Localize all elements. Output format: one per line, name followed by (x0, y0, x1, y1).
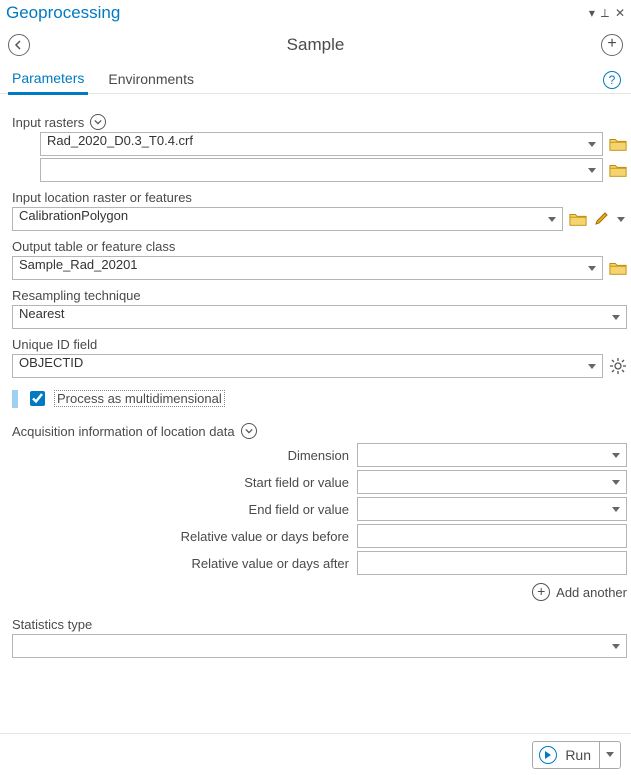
tab-environments[interactable]: Environments (104, 67, 198, 93)
highlight-bar (12, 390, 18, 408)
input-location-combo[interactable]: CalibrationPolygon (12, 207, 563, 231)
browse-icon[interactable] (609, 162, 627, 178)
label-resampling: Resampling technique (12, 288, 627, 303)
end-field-combo[interactable] (357, 497, 627, 521)
chevron-down-icon[interactable] (241, 423, 257, 439)
plus-icon: + (532, 583, 550, 601)
start-field-combo[interactable] (357, 470, 627, 494)
gear-icon[interactable] (609, 358, 627, 374)
pencil-icon[interactable] (593, 211, 611, 227)
chevron-down-icon[interactable] (90, 114, 106, 130)
browse-icon[interactable] (609, 136, 627, 152)
label-statistics: Statistics type (12, 617, 627, 632)
close-icon[interactable]: ✕ (615, 6, 625, 20)
input-raster-0[interactable]: Rad_2020_D0.3_T0.4.crf (40, 132, 603, 156)
tab-parameters[interactable]: Parameters (8, 66, 88, 95)
process-multi-checkbox[interactable] (30, 391, 45, 406)
rel-before-input[interactable] (357, 524, 627, 548)
pencil-dropdown[interactable] (617, 217, 627, 222)
help-icon[interactable]: ? (603, 71, 621, 89)
pane-title: Geoprocessing (6, 3, 120, 23)
add-another-button[interactable]: + Add another (12, 583, 627, 601)
play-icon (539, 746, 557, 764)
tool-title: Sample (30, 35, 601, 55)
back-button[interactable] (8, 34, 30, 56)
add-tool-button[interactable]: + (601, 34, 623, 56)
label-dimension: Dimension (288, 448, 349, 463)
dimension-combo[interactable] (357, 443, 627, 467)
browse-icon[interactable] (569, 211, 587, 227)
run-button[interactable]: Run (532, 741, 621, 769)
label-output-table: Output table or feature class (12, 239, 627, 254)
label-rel-before: Relative value or days before (181, 529, 349, 544)
unique-id-combo[interactable]: OBJECTID (12, 354, 603, 378)
dropdown-icon[interactable]: ▾ (589, 6, 595, 20)
rel-after-input[interactable] (357, 551, 627, 575)
label-start-field: Start field or value (244, 475, 349, 490)
label-input-location: Input location raster or features (12, 190, 627, 205)
label-rel-after: Relative value or days after (191, 556, 349, 571)
resampling-combo[interactable]: Nearest (12, 305, 627, 329)
input-raster-1[interactable] (40, 158, 603, 182)
run-dropdown[interactable] (599, 742, 620, 768)
pin-icon[interactable]: ⟂ (601, 6, 609, 21)
process-multi-label[interactable]: Process as multidimensional (54, 390, 225, 407)
label-acq-info: Acquisition information of location data (12, 423, 627, 439)
statistics-combo[interactable] (12, 634, 627, 658)
output-table-input[interactable]: Sample_Rad_20201 (12, 256, 603, 280)
label-end-field: End field or value (249, 502, 349, 517)
label-input-rasters: Input rasters (12, 114, 627, 130)
label-unique-id: Unique ID field (12, 337, 627, 352)
browse-icon[interactable] (609, 260, 627, 276)
